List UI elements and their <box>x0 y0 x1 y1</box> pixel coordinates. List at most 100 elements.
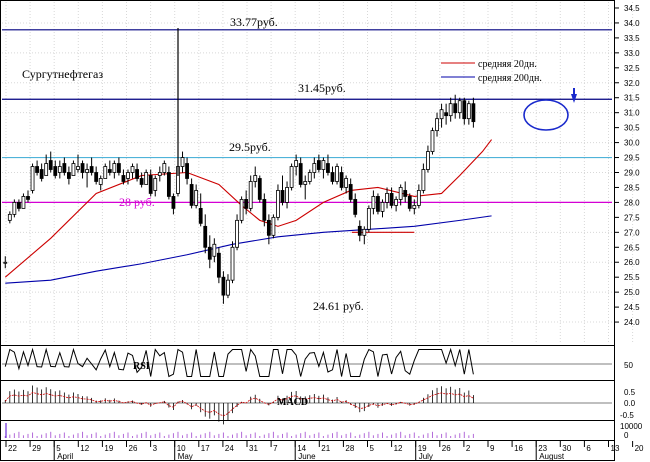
date-tick-label: 7 <box>273 444 278 453</box>
date-tick-label: 6 <box>586 444 591 453</box>
candle-body <box>116 163 121 173</box>
month-label: August <box>539 452 565 461</box>
candle-body <box>276 190 280 218</box>
level-label-33-77: 33.77руб. <box>230 15 278 29</box>
candle-body <box>107 169 112 173</box>
highlight-ellipse <box>523 99 569 131</box>
candle-body <box>435 118 439 132</box>
date-tick-label: 31 <box>249 444 258 453</box>
price-tick-label: 31.0 <box>624 109 640 118</box>
rsi-panel <box>0 345 615 381</box>
candle-body <box>121 175 126 182</box>
candle-body <box>12 202 17 215</box>
rsi-tick-50: 50 <box>624 361 633 370</box>
candle-body <box>76 166 80 170</box>
candle-body <box>385 193 389 203</box>
candle-body <box>26 196 30 200</box>
candle-body <box>48 160 53 170</box>
price-tick-label: 32.5 <box>624 64 640 73</box>
date-tick-label: 24 <box>225 444 234 453</box>
price-tick-label: 28.0 <box>624 198 640 207</box>
price-tick-label: 27.5 <box>624 213 640 222</box>
candle-body <box>394 199 399 206</box>
candle-body <box>403 190 408 197</box>
date-tick-label: 5 <box>370 444 375 453</box>
candle-body <box>407 196 412 209</box>
candle-body <box>462 100 467 120</box>
candle-body <box>439 109 444 120</box>
candle-body <box>444 112 449 117</box>
candle-body <box>226 279 230 296</box>
date-tick-label: 23 <box>538 444 547 453</box>
candle-body <box>166 172 171 197</box>
price-tick-label: 30.0 <box>624 139 640 148</box>
price-tick-label: 26.0 <box>624 258 640 267</box>
candle-body <box>157 172 162 176</box>
volume-panel <box>0 420 615 441</box>
price-tick-label: 31.5 <box>624 94 640 103</box>
legend-20d-label: средняя 20дн. <box>478 59 537 70</box>
candle-body <box>139 178 144 185</box>
candle-body <box>253 175 258 182</box>
candle-body <box>466 103 471 120</box>
candle-body <box>448 103 453 117</box>
indicator-panels <box>2 347 612 438</box>
candle-body <box>376 196 380 212</box>
date-tick-label: 28 <box>345 444 354 453</box>
rsi-line <box>4 347 474 378</box>
volume-tick-top: 10000 <box>620 422 643 431</box>
candle-body <box>330 172 335 182</box>
candle-body <box>35 166 39 173</box>
candle-body <box>307 172 312 182</box>
candle-body <box>316 160 321 170</box>
candle-body <box>221 276 226 296</box>
candle-body <box>471 103 476 123</box>
candle-body <box>362 228 367 236</box>
candle-body <box>430 130 435 152</box>
candle-body <box>298 163 303 185</box>
date-tick-label: 22 <box>8 444 17 453</box>
date-tick-label: 14 <box>297 444 306 453</box>
legend-200d-label: средняя 200дн. <box>478 73 542 84</box>
candle-body <box>321 160 326 170</box>
date-tick-label: 16 <box>514 444 523 453</box>
price-tick-label: 25.0 <box>624 288 640 297</box>
date-tick-label: 21 <box>321 444 330 453</box>
candle-body <box>280 190 285 203</box>
candle-body <box>339 172 344 188</box>
candle-body <box>212 243 217 257</box>
candle-body <box>185 163 189 179</box>
price-tick-label: 27.0 <box>624 228 640 237</box>
candle-body <box>30 166 35 191</box>
candle-body <box>21 196 26 209</box>
candle-body <box>366 207 371 230</box>
candle-body <box>171 196 176 209</box>
price-tick-label: 33.5 <box>624 34 640 43</box>
ma200-line <box>5 215 492 284</box>
price-axis: 34.5 34.0 33.5 33.0 32.5 32.0 31.5 31.0 30.5 30.0… <box>614 4 640 327</box>
price-tick-label: 34.0 <box>624 19 640 28</box>
candle-body <box>57 166 62 173</box>
grid-lines <box>2 2 634 343</box>
candle-body <box>289 166 294 188</box>
date-tick-label: 12 <box>80 444 89 453</box>
candle-body <box>53 166 58 176</box>
candle-body <box>271 216 276 236</box>
candle-body <box>303 181 308 185</box>
date-tick-label: 19 <box>104 444 113 453</box>
low-price-label: 24.61 руб. <box>313 299 364 313</box>
date-tick-label: 19 <box>418 444 427 453</box>
candle-body <box>3 261 8 264</box>
candle-body <box>244 199 249 209</box>
date-tick-label: 5 <box>56 444 61 453</box>
price-tick-label: 25.5 <box>624 273 640 282</box>
candle-body <box>389 193 394 206</box>
month-label: June <box>298 452 316 461</box>
candle-body <box>80 163 85 173</box>
candle-body <box>326 163 330 173</box>
candle-body <box>89 166 94 173</box>
candle-body <box>98 178 103 185</box>
candle-body <box>453 103 458 114</box>
candle-body <box>162 163 167 173</box>
